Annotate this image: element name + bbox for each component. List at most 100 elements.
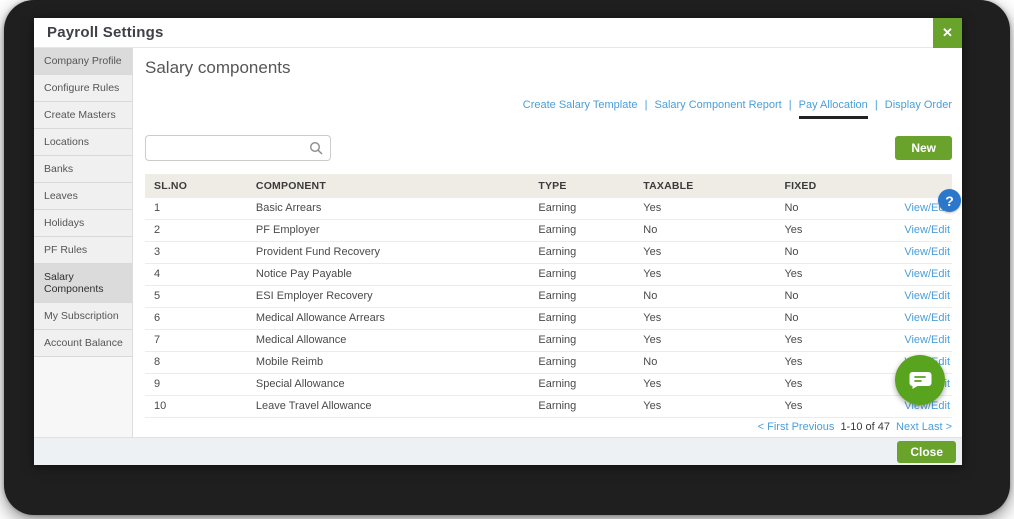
cell-type: Earning: [532, 263, 638, 286]
chat-glyph: [909, 372, 932, 389]
table-header-row: SL.NO COMPONENT TYPE TAXABLE FIXED: [145, 174, 952, 198]
view-edit-link[interactable]: View/Edit: [904, 224, 950, 236]
cell-component: ESI Employer Recovery: [249, 285, 533, 308]
sidebar-item-account-balance[interactable]: Account Balance: [34, 330, 132, 357]
sidebar-item-leaves[interactable]: Leaves: [34, 183, 132, 210]
cell-component: Provident Fund Recovery: [249, 241, 533, 264]
close-icon[interactable]: ✕: [933, 18, 962, 48]
search-input[interactable]: [145, 135, 331, 161]
cell-slno: 6: [145, 307, 250, 330]
cell-slno: 8: [145, 351, 250, 374]
modal-header: Payroll Settings ✕: [34, 18, 962, 48]
page-title: Salary components: [145, 58, 291, 77]
sidebar-item-salary-components[interactable]: Salary Components: [34, 264, 132, 303]
payroll-settings-modal: Payroll Settings ✕ Company Profile Confi…: [34, 18, 962, 465]
modal-footer: Close: [34, 437, 962, 465]
col-header-fixed: FIXED: [778, 174, 892, 198]
view-edit-link[interactable]: View/Edit: [904, 290, 950, 302]
table-row: 3 Provident Fund Recovery Earning Yes No…: [145, 241, 952, 264]
table-row: 4 Notice Pay Payable Earning Yes Yes Vie…: [145, 263, 952, 286]
cell-type: Earning: [532, 351, 638, 374]
cell-type: Earning: [532, 285, 638, 308]
cell-fixed: Yes: [778, 263, 892, 286]
cell-type: Earning: [532, 329, 638, 352]
link-pay-allocation[interactable]: Pay Allocation: [798, 99, 868, 119]
sidebar-item-company-profile[interactable]: Company Profile: [34, 48, 132, 75]
cell-slno: 9: [145, 373, 250, 396]
close-button[interactable]: Close: [897, 440, 956, 463]
sidebar-item-configure-rules[interactable]: Configure Rules: [34, 75, 132, 102]
cell-type: Earning: [532, 373, 638, 396]
cell-fixed: No: [778, 241, 892, 264]
view-edit-link[interactable]: View/Edit: [904, 246, 950, 258]
cell-component: Special Allowance: [249, 373, 533, 396]
link-create-salary-template[interactable]: Create Salary Template: [522, 99, 638, 111]
cell-slno: 2: [145, 219, 250, 242]
cell-taxable: Yes: [637, 395, 779, 418]
pagination: < First Previous 1-10 of 47 Next Last >: [145, 421, 952, 433]
cell-fixed: No: [778, 198, 892, 220]
table-row: 8 Mobile Reimb Earning No Yes View/Edit: [145, 351, 952, 374]
modal-body: Company Profile Configure Rules Create M…: [34, 48, 962, 437]
link-salary-component-report[interactable]: Salary Component Report: [654, 99, 782, 111]
cell-fixed: No: [778, 285, 892, 308]
col-header-type: TYPE: [532, 174, 638, 198]
cell-type: Earning: [532, 198, 638, 220]
col-header-taxable: TAXABLE: [637, 174, 779, 198]
chat-bubble-icon[interactable]: [895, 355, 945, 405]
cell-type: Earning: [532, 307, 638, 330]
col-header-component: COMPONENT: [249, 174, 533, 198]
help-icon[interactable]: ?: [938, 189, 961, 212]
cell-component: PF Employer: [249, 219, 533, 242]
cell-component: Medical Allowance Arrears: [249, 307, 533, 330]
cell-taxable: No: [637, 351, 779, 374]
sidebar-item-my-subscription[interactable]: My Subscription: [34, 303, 132, 330]
sidebar-item-locations[interactable]: Locations: [34, 129, 132, 156]
cell-component: Medical Allowance: [249, 329, 533, 352]
content-panel: Salary components Create Salary Template…: [133, 48, 962, 437]
link-separator: |: [874, 99, 878, 111]
table-row: 1 Basic Arrears Earning Yes No View/Edit: [145, 198, 952, 220]
cell-taxable: Yes: [637, 307, 779, 330]
new-button[interactable]: New: [895, 136, 952, 160]
view-edit-link[interactable]: View/Edit: [904, 334, 950, 346]
action-links: Create Salary Template | Salary Componen…: [145, 99, 952, 119]
cell-fixed: Yes: [778, 329, 892, 352]
salary-components-table: SL.NO COMPONENT TYPE TAXABLE FIXED 1 Bas…: [145, 174, 952, 418]
cell-type: Earning: [532, 395, 638, 418]
cell-slno: 1: [145, 198, 250, 220]
cell-fixed: Yes: [778, 373, 892, 396]
cell-type: Earning: [532, 219, 638, 242]
sidebar-item-banks[interactable]: Banks: [34, 156, 132, 183]
link-separator: |: [788, 99, 792, 111]
search-icon: [309, 141, 323, 155]
sidebar-item-pf-rules[interactable]: PF Rules: [34, 237, 132, 264]
cell-slno: 3: [145, 241, 250, 264]
link-display-order[interactable]: Display Order: [884, 99, 952, 111]
cell-slno: 7: [145, 329, 250, 352]
cell-fixed: Yes: [778, 219, 892, 242]
pagination-next-last[interactable]: Next Last >: [896, 421, 952, 433]
cell-type: Earning: [532, 241, 638, 264]
view-edit-link[interactable]: View/Edit: [904, 268, 950, 280]
cell-component: Leave Travel Allowance: [249, 395, 533, 418]
modal-title: Payroll Settings: [47, 24, 164, 41]
table-row: 9 Special Allowance Earning Yes Yes View…: [145, 373, 952, 396]
view-edit-link[interactable]: View/Edit: [904, 312, 950, 324]
sidebar-item-holidays[interactable]: Holidays: [34, 210, 132, 237]
pagination-first-previous[interactable]: < First Previous: [757, 421, 835, 433]
cell-taxable: Yes: [637, 263, 779, 286]
toolbar: New: [145, 135, 952, 161]
sidebar-item-create-masters[interactable]: Create Masters: [34, 102, 132, 129]
cell-taxable: No: [637, 285, 779, 308]
cell-taxable: No: [637, 219, 779, 242]
link-separator: |: [644, 99, 648, 111]
table-row: 10 Leave Travel Allowance Earning Yes Ye…: [145, 395, 952, 418]
table-row: 7 Medical Allowance Earning Yes Yes View…: [145, 329, 952, 352]
table-row: 6 Medical Allowance Arrears Earning Yes …: [145, 307, 952, 330]
pagination-range: 1-10 of 47: [840, 421, 890, 433]
cell-taxable: Yes: [637, 329, 779, 352]
cell-component: Mobile Reimb: [249, 351, 533, 374]
cell-slno: 4: [145, 263, 250, 286]
cell-fixed: Yes: [778, 395, 892, 418]
